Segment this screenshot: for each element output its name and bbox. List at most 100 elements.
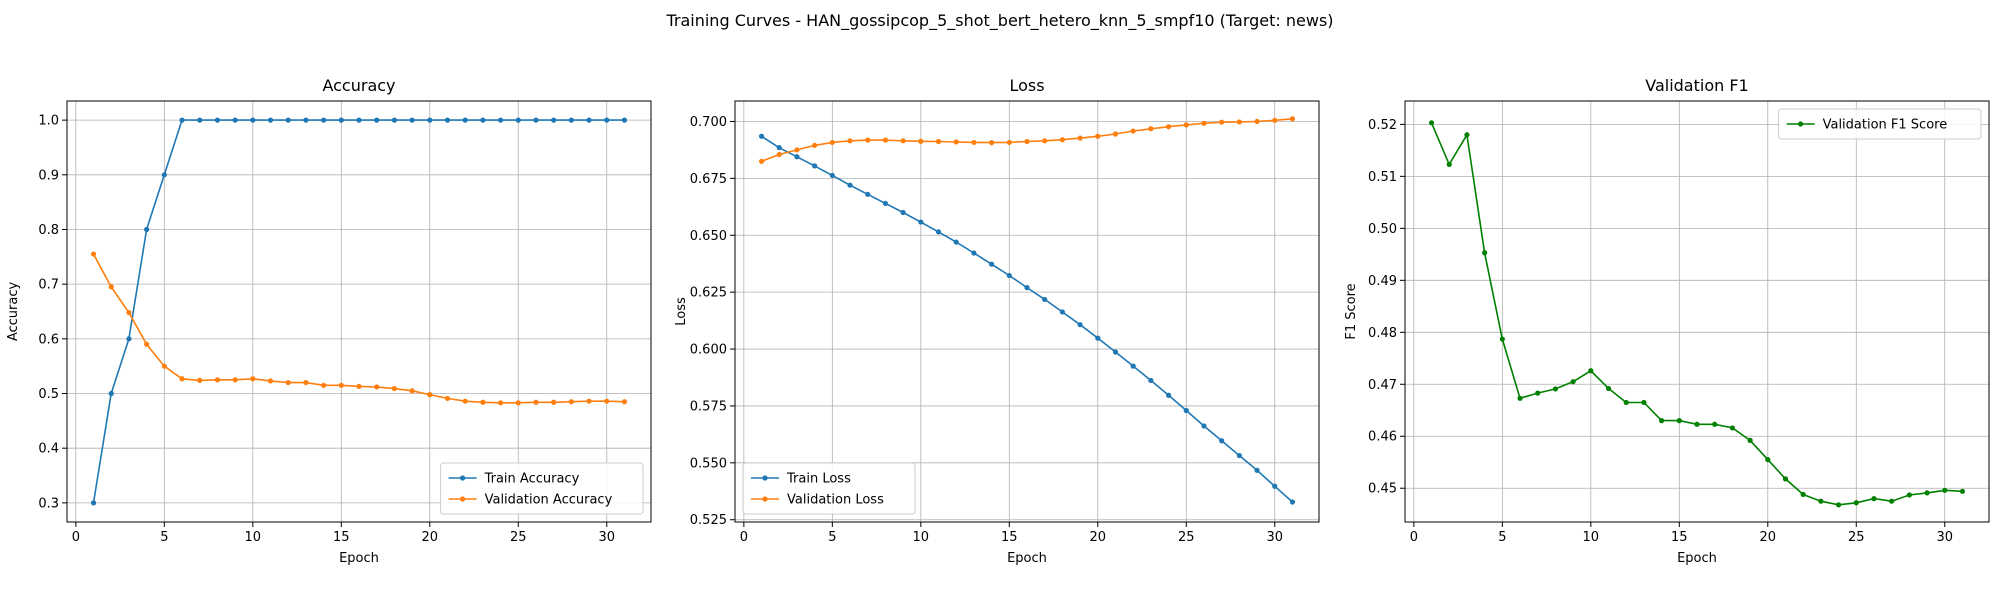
data-point — [161, 363, 167, 369]
data-point — [90, 251, 97, 257]
y-axis-label: Accuracy — [6, 282, 21, 342]
data-point — [1906, 492, 1912, 498]
data-point — [989, 140, 995, 146]
data-point — [1095, 133, 1101, 139]
legend-label: Validation Loss — [787, 493, 884, 508]
x-tick-label: 10 — [245, 530, 262, 545]
data-point — [179, 376, 185, 382]
data-point — [1446, 161, 1452, 168]
data-point — [953, 139, 959, 145]
data-point — [1712, 421, 1718, 427]
data-point — [338, 382, 344, 388]
data-point — [338, 117, 344, 123]
data-point — [1694, 421, 1700, 427]
data-point — [480, 117, 486, 123]
y-tick-label: 0.4 — [38, 442, 59, 457]
y-tick-label: 0.47 — [1368, 378, 1397, 393]
x-tick-label: 15 — [1671, 530, 1688, 545]
data-point — [321, 382, 327, 388]
data-point — [409, 117, 415, 123]
data-point — [551, 117, 557, 123]
data-point — [497, 400, 504, 406]
data-point — [497, 117, 504, 123]
y-tick-label: 0.46 — [1368, 430, 1397, 445]
data-point — [1254, 118, 1260, 125]
data-point — [1782, 476, 1789, 482]
data-point — [1059, 309, 1065, 315]
data-point — [865, 137, 871, 143]
legend-label: Validation Accuracy — [485, 493, 613, 508]
data-point — [621, 399, 628, 405]
data-point — [829, 139, 835, 146]
data-point — [568, 399, 574, 405]
subplot-title: Validation F1 — [1645, 76, 1748, 95]
x-tick-label: 15 — [333, 530, 350, 545]
data-point — [1148, 377, 1154, 384]
data-point — [1077, 322, 1083, 328]
legend-label: Validation F1 Score — [1823, 118, 1948, 133]
subplot-0: 0 5 10 15 20 25 30 0.3 0.4 0.5 0.6 0.7 0.8 0.9 1.0 Accu… — [6, 76, 652, 566]
y-tick-label: 0.625 — [690, 286, 727, 301]
data-point — [882, 137, 889, 143]
axes-frame — [66, 100, 652, 523]
data-point — [1006, 272, 1012, 279]
data-point — [1605, 385, 1612, 392]
data-point — [1659, 418, 1665, 424]
data-point — [197, 117, 203, 123]
data-point — [1077, 135, 1083, 141]
x-tick-label: 15 — [1001, 530, 1018, 545]
data-point — [391, 385, 397, 392]
y-tick-label: 0.50 — [1368, 222, 1397, 237]
x-tick-label: 30 — [598, 530, 615, 545]
data-point — [144, 226, 150, 233]
y-tick-label: 0.525 — [690, 513, 727, 528]
data-point — [1818, 498, 1824, 504]
data-point — [285, 117, 291, 123]
data-point — [161, 172, 167, 178]
data-point — [197, 377, 203, 383]
data-point — [865, 191, 871, 197]
x-axis-label: Epoch — [1677, 551, 1717, 566]
data-point — [356, 383, 362, 390]
data-point — [776, 145, 782, 151]
x-axis-label: Epoch — [1007, 551, 1047, 566]
data-point — [758, 158, 765, 164]
y-tick-label: 0.45 — [1368, 482, 1397, 497]
data-point — [953, 239, 959, 245]
data-point — [533, 117, 539, 123]
y-tick-label: 0.3 — [38, 496, 59, 511]
x-tick-label: 0 — [740, 530, 748, 545]
y-tick-label: 0.7 — [38, 278, 59, 293]
data-point — [1464, 132, 1470, 138]
figure-title: Training Curves - HAN_gossipcop_5_shot_b… — [665, 11, 1333, 31]
x-tick-label: 10 — [1583, 530, 1600, 545]
data-point — [267, 117, 274, 123]
y-tick-label: 0.49 — [1368, 274, 1397, 289]
data-point — [1517, 395, 1523, 401]
data-point — [108, 284, 114, 290]
data-point — [971, 250, 977, 256]
data-point — [1853, 500, 1859, 506]
data-point — [515, 117, 521, 123]
data-point — [1871, 496, 1877, 502]
data-point — [267, 378, 274, 384]
data-point — [374, 117, 380, 123]
data-point — [1042, 138, 1048, 144]
data-point — [604, 117, 610, 123]
data-point — [1623, 399, 1629, 406]
data-point — [1570, 379, 1576, 385]
data-point — [971, 139, 977, 146]
legend-marker — [762, 496, 768, 502]
subplot-title: Accuracy — [322, 76, 395, 95]
axes-frame — [1404, 100, 1990, 523]
y-tick-label: 0.6 — [38, 332, 59, 347]
x-tick-label: 0 — [72, 530, 80, 545]
legend-box — [742, 462, 916, 515]
data-point — [794, 147, 800, 153]
y-tick-label: 0.51 — [1368, 170, 1397, 185]
y-tick-label: 1.0 — [38, 114, 59, 129]
subplot-2: 0 5 10 15 20 25 30 0.45 0.46 0.47 0.48 0.49 0.50 0.51… — [1344, 76, 1990, 566]
legend-marker — [1798, 121, 1804, 127]
data-point — [1729, 425, 1735, 431]
data-point — [586, 117, 592, 123]
